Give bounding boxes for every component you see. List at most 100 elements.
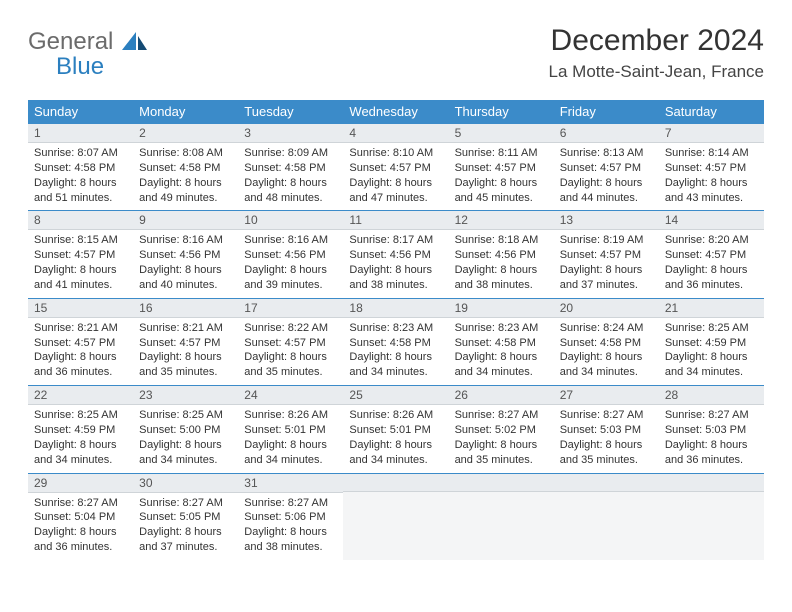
daylight-line: Daylight: 8 hours and 48 minutes. (244, 176, 337, 206)
day-cell: 23Sunrise: 8:25 AMSunset: 5:00 PMDayligh… (133, 385, 238, 472)
calendar-cell: 25Sunrise: 8:26 AMSunset: 5:01 PMDayligh… (343, 385, 448, 472)
header: General Blue December 2024 La Motte-Sain… (28, 24, 764, 82)
page-subtitle: La Motte-Saint-Jean, France (549, 62, 764, 82)
sunrise-line: Sunrise: 8:27 AM (455, 408, 548, 423)
daylight-line: Daylight: 8 hours and 35 minutes. (244, 350, 337, 380)
sunrise-line: Sunrise: 8:11 AM (455, 146, 548, 161)
day-number: 11 (343, 210, 448, 230)
day-body: Sunrise: 8:27 AMSunset: 5:04 PMDaylight:… (28, 493, 133, 560)
sunrise-line: Sunrise: 8:27 AM (665, 408, 758, 423)
day-number: 10 (238, 210, 343, 230)
calendar-cell: 22Sunrise: 8:25 AMSunset: 4:59 PMDayligh… (28, 385, 133, 472)
day-number: 18 (343, 298, 448, 318)
day-cell: 18 Sunrise: 8:23 AMSunset: 4:58 PMDayligh… (343, 298, 448, 385)
day-body: Sunrise: 8:22 AMSunset: 4:57 PMDaylight:… (238, 318, 343, 385)
daylight-line: Daylight: 8 hours and 36 minutes. (665, 263, 758, 293)
day-cell: 15Sunrise: 8:21 AMSunset: 4:57 PMDayligh… (28, 298, 133, 385)
calendar-cell: 14Sunrise: 8:20 AMSunset: 4:57 PMDayligh… (659, 210, 764, 297)
calendar-row: 29Sunrise: 8:27 AMSunset: 5:04 PMDayligh… (28, 473, 764, 560)
daylight-line: Daylight: 8 hours and 40 minutes. (139, 263, 232, 293)
daylight-line: Daylight: 8 hours and 47 minutes. (349, 176, 442, 206)
empty-day-body (449, 492, 554, 560)
calendar-cell: 24Sunrise: 8:26 AMSunset: 5:01 PMDayligh… (238, 385, 343, 472)
day-number: 12 (449, 210, 554, 230)
day-cell: 13Sunrise: 8:19 AMSunset: 4:57 PMDayligh… (554, 210, 659, 297)
sunrise-line: Sunrise: 8:23 AM (349, 321, 442, 336)
day-body: Sunrise: 8:14 AMSunset: 4:57 PMDaylight:… (659, 143, 764, 210)
sunset-line: Sunset: 5:04 PM (34, 510, 127, 525)
day-body: Sunrise: 8:11 AMSunset: 4:57 PMDaylight:… (449, 143, 554, 210)
calendar-cell: 6Sunrise: 8:13 AMSunset: 4:57 PMDaylight… (554, 123, 659, 210)
weekday-header: Tuesday (238, 100, 343, 123)
empty-day-body (554, 492, 659, 560)
day-body: Sunrise: 8:25 AMSunset: 5:00 PMDaylight:… (133, 405, 238, 472)
day-body: Sunrise: 8:24 AMSunset: 4:58 PMDaylight:… (554, 318, 659, 385)
day-cell: 24Sunrise: 8:26 AMSunset: 5:01 PMDayligh… (238, 385, 343, 472)
sunset-line: Sunset: 4:57 PM (665, 161, 758, 176)
daylight-line: Daylight: 8 hours and 34 minutes. (139, 438, 232, 468)
day-cell: 8Sunrise: 8:15 AMSunset: 4:57 PMDaylight… (28, 210, 133, 297)
day-number: 19 (449, 298, 554, 318)
daylight-line: Daylight: 8 hours and 34 minutes. (455, 350, 548, 380)
day-number: 3 (238, 123, 343, 143)
day-body: Sunrise: 8:15 AMSunset: 4:57 PMDaylight:… (28, 230, 133, 297)
day-cell: 28Sunrise: 8:27 AMSunset: 5:03 PMDayligh… (659, 385, 764, 472)
day-cell: 30Sunrise: 8:27 AMSunset: 5:05 PMDayligh… (133, 473, 238, 560)
calendar-cell: 29Sunrise: 8:27 AMSunset: 5:04 PMDayligh… (28, 473, 133, 560)
daylight-line: Daylight: 8 hours and 34 minutes. (244, 438, 337, 468)
daylight-line: Daylight: 8 hours and 34 minutes. (349, 350, 442, 380)
day-cell: 6Sunrise: 8:13 AMSunset: 4:57 PMDaylight… (554, 123, 659, 210)
day-body: Sunrise: 8:13 AMSunset: 4:57 PMDaylight:… (554, 143, 659, 210)
calendar-cell: 9Sunrise: 8:16 AMSunset: 4:56 PMDaylight… (133, 210, 238, 297)
sunrise-line: Sunrise: 8:17 AM (349, 233, 442, 248)
sunrise-line: Sunrise: 8:20 AM (665, 233, 758, 248)
daylight-line: Daylight: 8 hours and 41 minutes. (34, 263, 127, 293)
calendar-row: 22Sunrise: 8:25 AMSunset: 4:59 PMDayligh… (28, 385, 764, 472)
day-number: 15 (28, 298, 133, 318)
empty-day-number (554, 473, 659, 492)
sunrise-line: Sunrise: 8:22 AM (244, 321, 337, 336)
calendar-cell: 8Sunrise: 8:15 AMSunset: 4:57 PMDaylight… (28, 210, 133, 297)
sunset-line: Sunset: 4:57 PM (560, 161, 653, 176)
day-cell: 2Sunrise: 8:08 AMSunset: 4:58 PMDaylight… (133, 123, 238, 210)
daylight-line: Daylight: 8 hours and 38 minutes. (455, 263, 548, 293)
page-title: December 2024 (549, 24, 764, 58)
day-body: Sunrise: 8:26 AMSunset: 5:01 PMDaylight:… (343, 405, 448, 472)
empty-day-number (659, 473, 764, 492)
sunrise-line: Sunrise: 8:27 AM (34, 496, 127, 511)
sunrise-line: Sunrise: 8:25 AM (665, 321, 758, 336)
day-cell: 26Sunrise: 8:27 AMSunset: 5:02 PMDayligh… (449, 385, 554, 472)
day-body: Sunrise: 8:27 AMSunset: 5:02 PMDaylight:… (449, 405, 554, 472)
sunrise-line: Sunrise: 8:21 AM (139, 321, 232, 336)
calendar-table: SundayMondayTuesdayWednesdayThursdayFrid… (28, 100, 764, 560)
calendar-cell: 13Sunrise: 8:19 AMSunset: 4:57 PMDayligh… (554, 210, 659, 297)
day-cell: 1Sunrise: 8:07 AMSunset: 4:58 PMDaylight… (28, 123, 133, 210)
sunset-line: Sunset: 4:57 PM (139, 336, 232, 351)
daylight-line: Daylight: 8 hours and 35 minutes. (560, 438, 653, 468)
calendar-cell: 17Sunrise: 8:22 AMSunset: 4:57 PMDayligh… (238, 298, 343, 385)
day-body: Sunrise: 8:20 AMSunset: 4:57 PMDaylight:… (659, 230, 764, 297)
day-cell: 20Sunrise: 8:24 AMSunset: 4:58 PMDayligh… (554, 298, 659, 385)
sunset-line: Sunset: 4:56 PM (349, 248, 442, 263)
day-number: 25 (343, 385, 448, 405)
sunrise-line: Sunrise: 8:16 AM (244, 233, 337, 248)
day-number: 30 (133, 473, 238, 493)
sunset-line: Sunset: 4:57 PM (244, 336, 337, 351)
calendar-cell: 11Sunrise: 8:17 AMSunset: 4:56 PMDayligh… (343, 210, 448, 297)
empty-day-body (343, 492, 448, 560)
weekday-header: Sunday (28, 100, 133, 123)
sunrise-line: Sunrise: 8:14 AM (665, 146, 758, 161)
daylight-line: Daylight: 8 hours and 49 minutes. (139, 176, 232, 206)
daylight-line: Daylight: 8 hours and 34 minutes. (349, 438, 442, 468)
day-cell: 12Sunrise: 8:18 AMSunset: 4:56 PMDayligh… (449, 210, 554, 297)
day-body: Sunrise: 8:10 AMSunset: 4:57 PMDaylight:… (343, 143, 448, 210)
sunset-line: Sunset: 4:58 PM (349, 336, 442, 351)
sunrise-line: Sunrise: 8:27 AM (139, 496, 232, 511)
sunrise-line: Sunrise: 8:26 AM (244, 408, 337, 423)
calendar-cell (659, 473, 764, 560)
calendar-row: 1Sunrise: 8:07 AMSunset: 4:58 PMDaylight… (28, 123, 764, 210)
calendar-cell: 12Sunrise: 8:18 AMSunset: 4:56 PMDayligh… (449, 210, 554, 297)
calendar-cell: 18 Sunrise: 8:23 AMSunset: 4:58 PMDayligh… (343, 298, 448, 385)
sunrise-line: Sunrise: 8:07 AM (34, 146, 127, 161)
sunset-line: Sunset: 4:58 PM (139, 161, 232, 176)
